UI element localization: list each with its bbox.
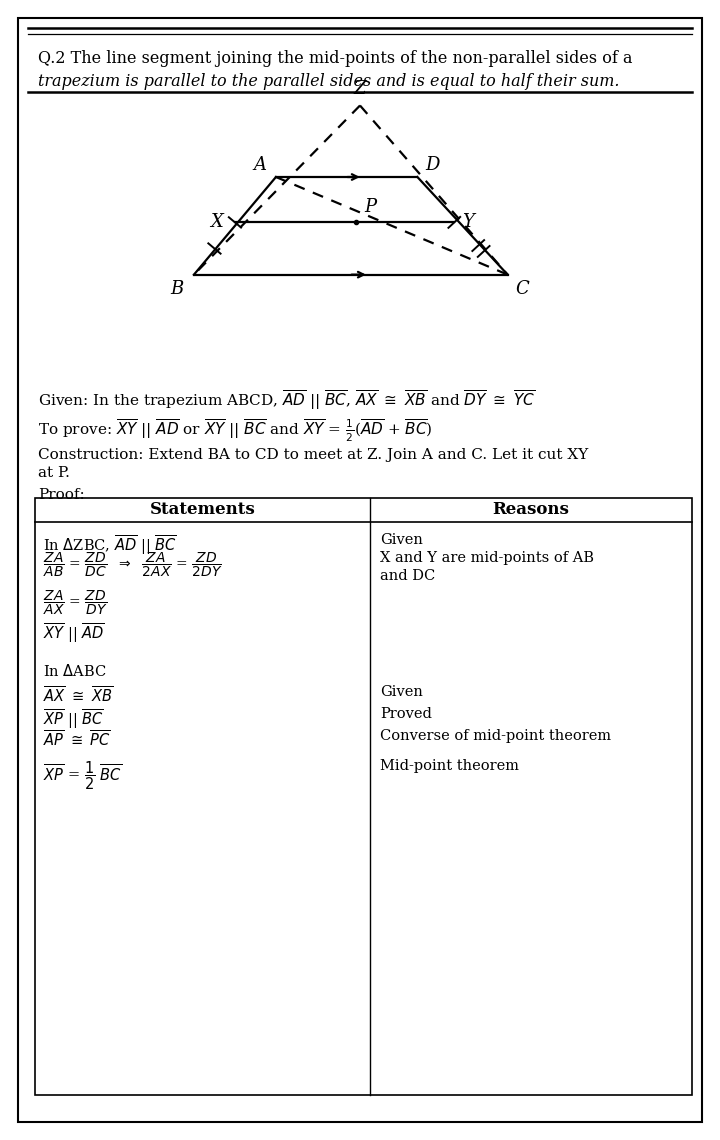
Text: and DC: and DC [380,569,436,583]
Text: Given: In the trapezium ABCD, $\overline{AD}$ || $\overline{BC}$, $\overline{AX}: Given: In the trapezium ABCD, $\overline… [38,388,535,412]
Text: $\overline{XY}$ || $\overline{AD}$: $\overline{XY}$ || $\overline{AD}$ [43,621,105,644]
Text: Y: Y [462,213,474,231]
Text: Z: Z [354,81,366,98]
Text: A: A [253,156,266,174]
Text: Proved: Proved [380,707,432,720]
Text: $\dfrac{ZA}{AB}$ = $\dfrac{ZD}{DC}$  $\Rightarrow$  $\dfrac{ZA}{2AX}$ = $\dfrac{: $\dfrac{ZA}{AB}$ = $\dfrac{ZD}{DC}$ $\Ri… [43,551,222,579]
Text: Q.2 The line segment joining the mid-points of the non-parallel sides of a: Q.2 The line segment joining the mid-poi… [38,50,632,67]
Text: D: D [426,156,440,174]
Text: B: B [171,279,184,298]
Text: Proof:: Proof: [38,488,85,502]
Text: at P.: at P. [38,466,70,480]
Text: To prove: $\overline{XY}$ || $\overline{AD}$ or $\overline{XY}$ || $\overline{BC: To prove: $\overline{XY}$ || $\overline{… [38,418,433,445]
Text: C: C [516,279,529,298]
Text: Converse of mid-point theorem: Converse of mid-point theorem [380,728,611,743]
Text: $\overline{XP}$ || $\overline{BC}$: $\overline{XP}$ || $\overline{BC}$ [43,707,104,731]
Text: $\overline{AX}$ $\cong$ $\overline{XB}$: $\overline{AX}$ $\cong$ $\overline{XB}$ [43,685,113,706]
Text: P: P [364,198,376,217]
Text: Statements: Statements [150,502,256,519]
Text: Given: Given [380,534,423,547]
Text: Reasons: Reasons [492,502,570,519]
Text: trapezium is parallel to the parallel sides and is equal to half their sum.: trapezium is parallel to the parallel si… [38,73,619,90]
Text: X: X [210,213,223,231]
Text: In $\Delta$ABC: In $\Delta$ABC [43,663,107,679]
Text: Mid-point theorem: Mid-point theorem [380,759,519,773]
Text: $\dfrac{ZA}{AX}$ = $\dfrac{ZD}{DY}$: $\dfrac{ZA}{AX}$ = $\dfrac{ZD}{DY}$ [43,589,108,618]
Text: Construction: Extend BA to CD to meet at Z. Join A and C. Let it cut XY: Construction: Extend BA to CD to meet at… [38,448,588,462]
Text: Given: Given [380,685,423,699]
Text: $\overline{AP}$ $\cong$ $\overline{PC}$: $\overline{AP}$ $\cong$ $\overline{PC}$ [43,728,111,749]
Bar [35,498,692,1096]
Text: X and Y are mid-points of AB: X and Y are mid-points of AB [380,551,594,565]
Text: $\overline{XP}$ = $\dfrac{1}{2}$ $\overline{BC}$: $\overline{XP}$ = $\dfrac{1}{2}$ $\overl… [43,759,122,791]
Text: In $\Delta$ZBC, $\overline{AD}$ || $\overline{BC}$: In $\Delta$ZBC, $\overline{AD}$ || $\ove… [43,534,177,556]
